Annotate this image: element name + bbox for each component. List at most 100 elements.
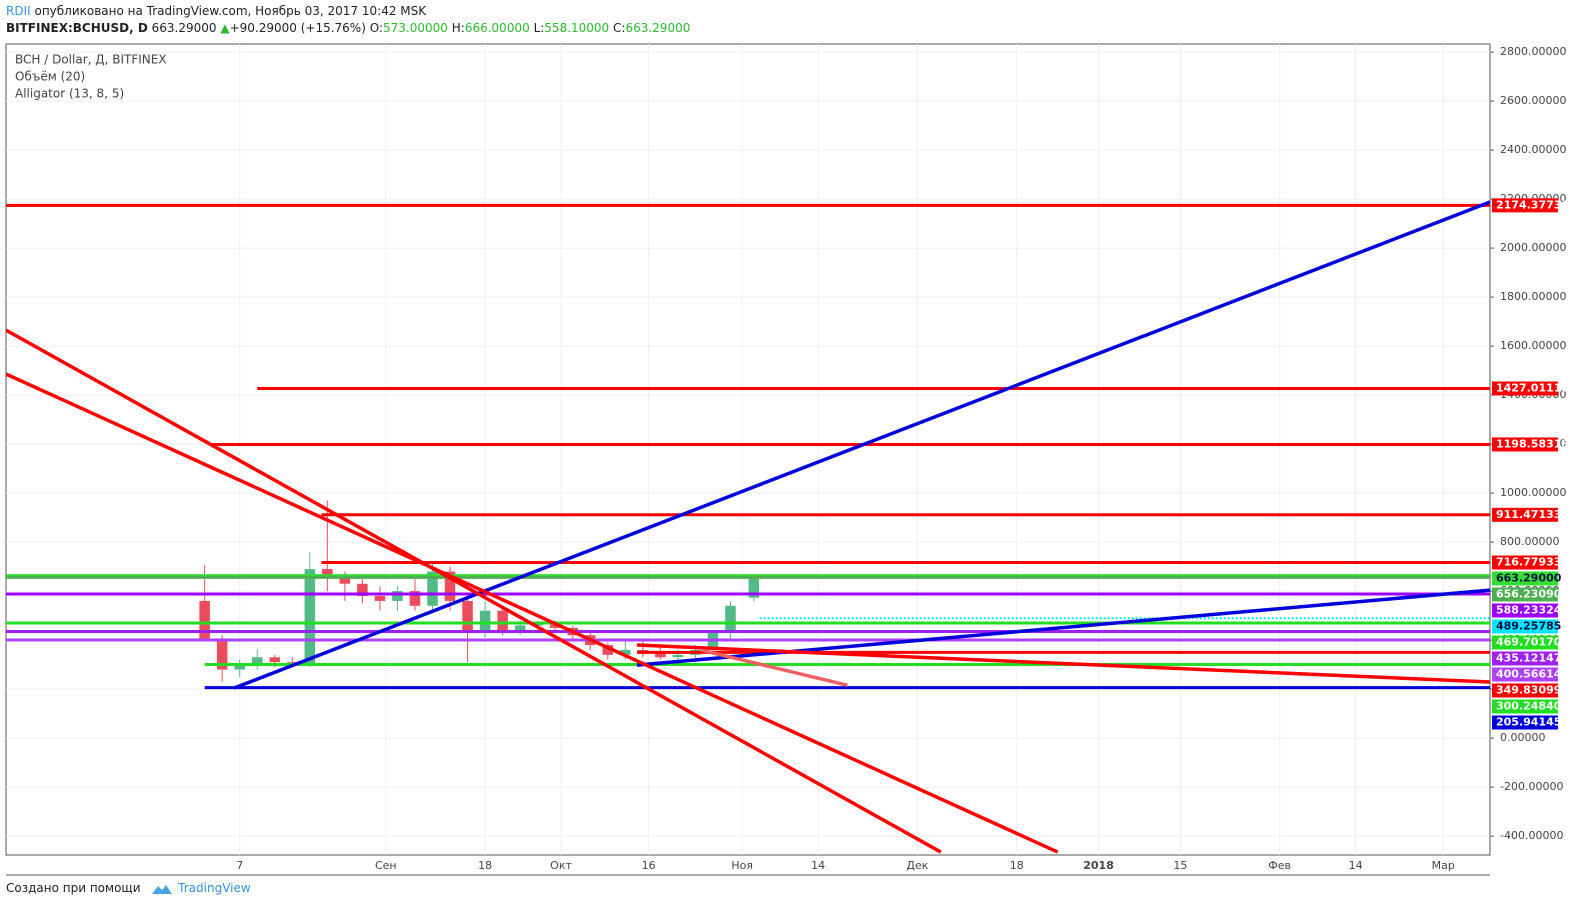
ohlc-line: BITFINEX:BCHUSD, D 663.29000 ▲+90.29000 …	[6, 21, 690, 35]
x-tick-label: Окт	[550, 859, 572, 872]
price-tag	[1492, 571, 1558, 586]
published-text: опубликовано на TradingView.com, Ноябрь …	[34, 4, 427, 18]
h-value: 666.00000	[464, 21, 530, 35]
y-tick-label: 1600.00000	[1500, 339, 1566, 352]
candle-body	[269, 657, 281, 663]
y-tick-label: 800.00000	[1500, 535, 1560, 548]
x-tick-label: Дек	[906, 859, 928, 872]
x-tick-label: 2018	[1083, 859, 1114, 872]
brand[interactable]: TradingView	[178, 881, 251, 895]
publish-line: RDII опубликовано на TradingView.com, Но…	[6, 4, 426, 18]
candle-body	[427, 571, 438, 606]
y-tick-label: -200.00000	[1500, 780, 1563, 793]
price-tag-label: 349.83099	[1496, 684, 1561, 697]
price-tag	[1492, 381, 1558, 396]
price-tag-label: 2174.37736	[1496, 198, 1569, 211]
price-tag	[1492, 699, 1558, 714]
price-tag-label: 656.23090	[1496, 588, 1562, 601]
legend-symbol: BCH / Dollar, Д, BITFINEX	[15, 53, 167, 67]
y-tick-label: 1000.00000	[1500, 486, 1566, 499]
candle-body	[444, 571, 456, 601]
y-tick-label: 2800.00000	[1500, 45, 1566, 58]
x-tick-label: 14	[1349, 859, 1363, 872]
candle-body	[725, 605, 736, 633]
x-tick-label: 14	[811, 859, 825, 872]
y-tick-label: 1800.00000	[1500, 290, 1566, 303]
x-tick-label: 15	[1173, 859, 1187, 872]
y-tick-label: 2000.00000	[1500, 241, 1566, 254]
price-tag	[1492, 651, 1558, 666]
legend-alligator: Alligator (13, 8, 5)	[15, 87, 124, 101]
logo	[152, 884, 173, 894]
price-tag-label: 489.25785	[1496, 620, 1561, 633]
price-tag	[1492, 603, 1558, 618]
candle-body	[409, 591, 421, 606]
candle-body	[374, 596, 386, 601]
l-label: L:	[533, 21, 545, 35]
y-tick-label: 2600.00000	[1500, 94, 1566, 107]
candle-body	[620, 649, 631, 655]
legend-volume: Объём (20)	[15, 70, 85, 84]
x-tick-label: Мар	[1432, 859, 1455, 872]
x-tick-label: 16	[642, 859, 656, 872]
c-label: C:	[613, 21, 626, 35]
candle-body	[514, 625, 526, 631]
price-tag-label: 716.77933	[1496, 556, 1561, 569]
price-tag-label: 1427.01111	[1496, 381, 1569, 394]
price-tag-label: 400.56614	[1496, 668, 1562, 681]
candle-body	[322, 569, 333, 577]
candle-body	[672, 654, 684, 658]
trend-line	[636, 643, 1490, 684]
last-price: 663.29000	[151, 21, 217, 35]
trend-line	[6, 328, 942, 854]
price-tag	[1492, 635, 1558, 650]
price-tag	[1492, 667, 1558, 682]
plot	[6, 44, 1490, 855]
arrow: ▲	[220, 21, 230, 35]
candle-body	[216, 640, 228, 670]
o-label: O:	[369, 21, 384, 35]
price-tag	[1492, 507, 1558, 522]
chart: BCH / Dollar, Д, BITFINEX Объём (20) All…	[5, 43, 1569, 876]
price-tag-label: 588.23324	[1496, 604, 1562, 617]
candle-body	[497, 610, 508, 631]
price-tag-label: 205.94145	[1496, 716, 1561, 729]
x-tick-label: 18	[478, 859, 492, 872]
y-tick-label: 0.00000	[1500, 731, 1546, 744]
x-tick-label: Фев	[1268, 859, 1291, 872]
price-tag-label: 300.24840	[1496, 700, 1562, 713]
price-tag	[1492, 198, 1558, 213]
candle-body	[357, 583, 368, 597]
candle-body	[251, 657, 263, 665]
price-tag-label: 663.29000	[1496, 572, 1562, 585]
price-tag	[1492, 587, 1558, 602]
candle-body	[602, 645, 614, 655]
price-tag	[1492, 555, 1558, 570]
candle-body	[748, 575, 760, 598]
x-tick-label: Сен	[375, 859, 397, 872]
candle-body	[339, 576, 351, 584]
candle-body	[304, 569, 316, 665]
x-tick-label: 18	[1010, 859, 1024, 872]
price-tag-label: 435.12147	[1496, 652, 1561, 665]
price-tag-label: 911.47133	[1496, 508, 1561, 521]
x-tick-label: Ноя	[731, 859, 753, 872]
made-with: Создано при помощи	[6, 881, 141, 895]
candle-body	[655, 652, 666, 658]
y-tick-label: -400.00000	[1500, 829, 1563, 842]
price-tag-label: 469.70170	[1496, 636, 1562, 649]
plot-frame	[5, 43, 1491, 856]
l-value: 558.10000	[544, 21, 610, 35]
price-tag	[1492, 619, 1558, 634]
author[interactable]: RDII	[6, 4, 31, 18]
candle-body	[392, 591, 403, 601]
x-tick-label: 7	[236, 859, 243, 872]
price-tag	[1492, 683, 1558, 698]
trend-line	[700, 648, 848, 687]
price-tag	[1492, 437, 1558, 452]
footer: Создано при помощи TradingView	[6, 881, 251, 896]
h-label: H:	[451, 21, 465, 35]
y-tick-label: 2400.00000	[1500, 143, 1566, 156]
candle-body	[462, 600, 473, 633]
